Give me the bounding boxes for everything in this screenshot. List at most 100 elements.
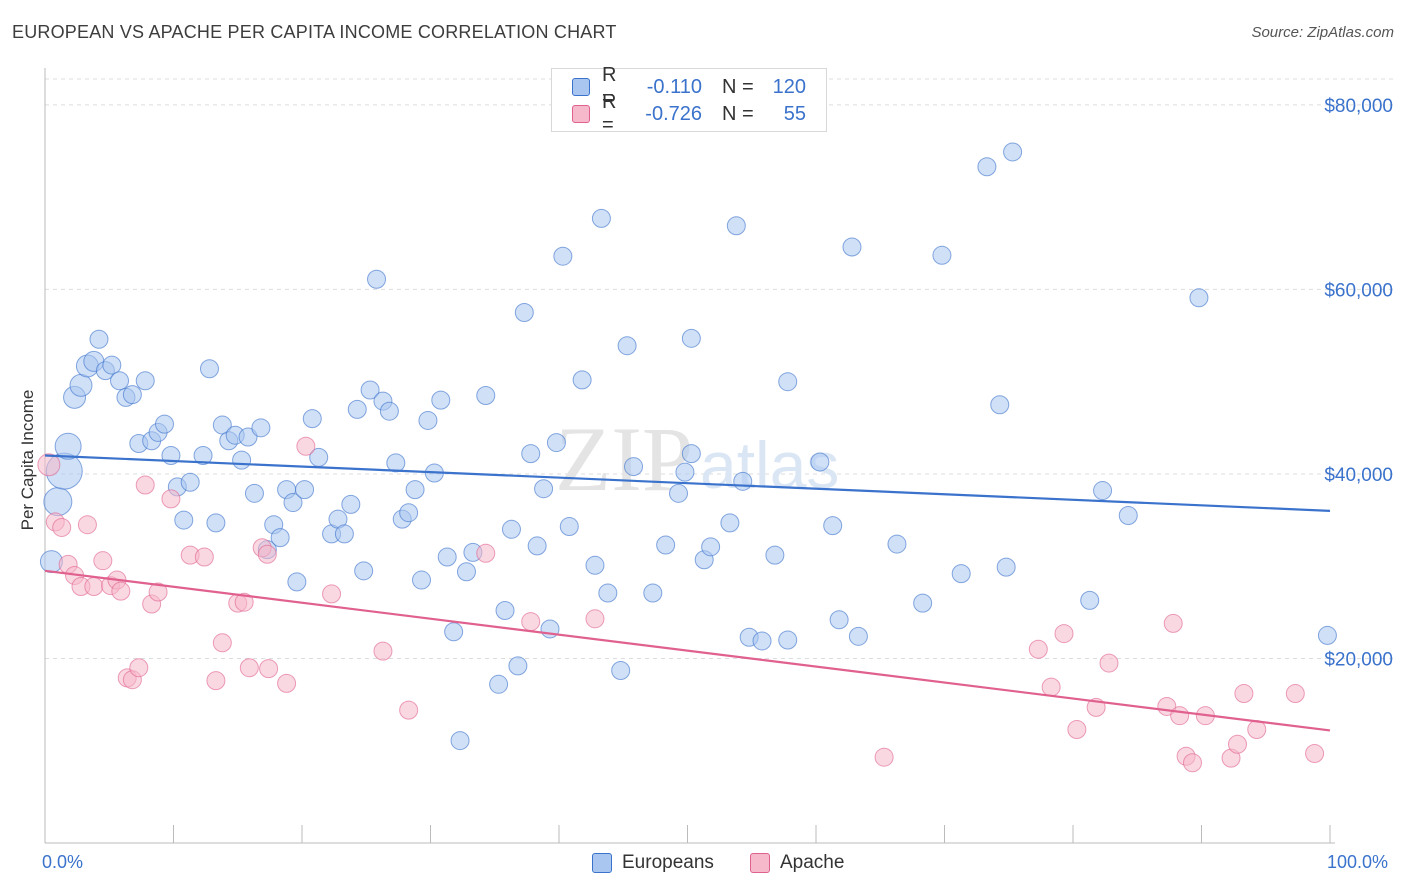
apache-point <box>52 517 72 537</box>
europeans-point <box>913 593 933 613</box>
europeans-point <box>1118 505 1138 525</box>
apache-point <box>1054 624 1074 644</box>
europeans-point <box>656 535 676 555</box>
europeans-point <box>778 372 798 392</box>
europeans-point <box>701 537 721 557</box>
europeans-point <box>624 457 644 477</box>
apache-point <box>239 658 259 678</box>
europeans-point <box>347 399 367 419</box>
legend-r-label: R = <box>602 91 617 136</box>
apache-point <box>1067 720 1087 740</box>
europeans-point <box>527 536 547 556</box>
apache-point <box>148 582 168 602</box>
europeans-point <box>996 557 1016 577</box>
europeans-point <box>360 380 380 400</box>
apache-point <box>1234 684 1254 704</box>
europeans-point <box>476 386 496 406</box>
europeans-point <box>521 444 541 464</box>
apache-point <box>521 612 541 632</box>
legend-swatch-apache <box>572 105 590 123</box>
europeans-point <box>283 493 303 513</box>
europeans-point <box>514 302 534 322</box>
europeans-point <box>887 534 907 554</box>
europeans-point <box>43 487 73 517</box>
apache-point <box>1170 706 1190 726</box>
apache-point <box>585 609 605 629</box>
apache-point <box>874 747 894 767</box>
legend-r-label: R = <box>602 64 617 109</box>
legend-n-value: 120 <box>772 75 806 98</box>
europeans-point <box>990 395 1010 415</box>
apache-point <box>322 584 342 604</box>
europeans-point <box>1003 142 1023 162</box>
apache-point <box>212 633 232 653</box>
europeans-point <box>287 572 307 592</box>
europeans-point <box>726 216 746 236</box>
y-tick-label: $40,000 <box>1324 465 1393 486</box>
europeans-point <box>437 547 457 567</box>
series-legend-apache: Apache <box>750 852 844 874</box>
apache-point <box>84 577 104 597</box>
europeans-point <box>456 562 476 582</box>
europeans-point <box>823 516 843 536</box>
europeans-point <box>431 390 451 410</box>
legend-r-value: -0.726 <box>645 102 702 125</box>
chart-title: EUROPEAN VS APACHE PER CAPITA INCOME COR… <box>12 22 617 42</box>
europeans-point <box>54 432 82 460</box>
europeans-point <box>334 524 354 544</box>
apache-point <box>1028 639 1048 659</box>
europeans-point <box>302 409 322 429</box>
apache-trend-line <box>44 569 1331 732</box>
apache-point <box>259 659 279 679</box>
europeans-point <box>572 370 592 390</box>
apache-point <box>296 436 316 456</box>
apache-point <box>1163 613 1183 633</box>
x-tick-label-max: 100.0% <box>1327 852 1389 872</box>
y-tick-labels: $20,000 $40,000 $60,000 $80,000 <box>1324 96 1393 671</box>
europeans-point <box>89 329 109 349</box>
europeans-point <box>418 410 438 430</box>
europeans-point <box>341 494 361 514</box>
apache-point <box>77 515 97 535</box>
legend-swatch-europeans <box>572 78 590 96</box>
europeans-point <box>611 660 631 680</box>
europeans-point <box>379 401 399 421</box>
europeans-point <box>444 622 464 642</box>
europeans-point <box>534 479 554 499</box>
apache-point <box>1305 744 1325 764</box>
europeans-point <box>617 336 637 356</box>
europeans-trend-line <box>44 454 1331 512</box>
europeans-point <box>450 731 470 751</box>
europeans-point <box>932 245 952 265</box>
grid-lines <box>45 78 1395 659</box>
series-swatch-europeans <box>592 853 612 873</box>
europeans-point <box>810 452 830 472</box>
europeans-point <box>199 359 219 379</box>
legend-r-value: -0.110 <box>646 75 702 98</box>
europeans-point <box>720 513 740 533</box>
europeans-point <box>122 385 142 405</box>
europeans-point <box>193 446 213 465</box>
europeans-point <box>675 462 695 482</box>
apache-point <box>194 547 214 567</box>
legend-row-europeans: R = -0.110 N = 120 <box>572 64 806 109</box>
europeans-point <box>495 601 515 620</box>
europeans-point <box>180 472 200 492</box>
europeans-point <box>585 555 605 575</box>
apache-point <box>399 700 419 720</box>
europeans-point <box>295 480 315 500</box>
europeans-point <box>405 480 425 500</box>
apache-point <box>93 551 113 571</box>
europeans-point <box>752 631 772 651</box>
series-label-apache: Apache <box>780 852 845 873</box>
europeans-point <box>244 483 264 503</box>
europeans-point <box>412 570 432 590</box>
series-legend-europeans: Europeans <box>592 852 714 874</box>
europeans-point <box>232 450 252 470</box>
europeans-point <box>1093 481 1113 501</box>
europeans-point <box>1189 288 1209 308</box>
x-tick-label-min: 0.0% <box>42 852 84 872</box>
europeans-point <box>591 208 611 228</box>
europeans-point <box>110 371 130 391</box>
europeans-point <box>501 519 521 539</box>
